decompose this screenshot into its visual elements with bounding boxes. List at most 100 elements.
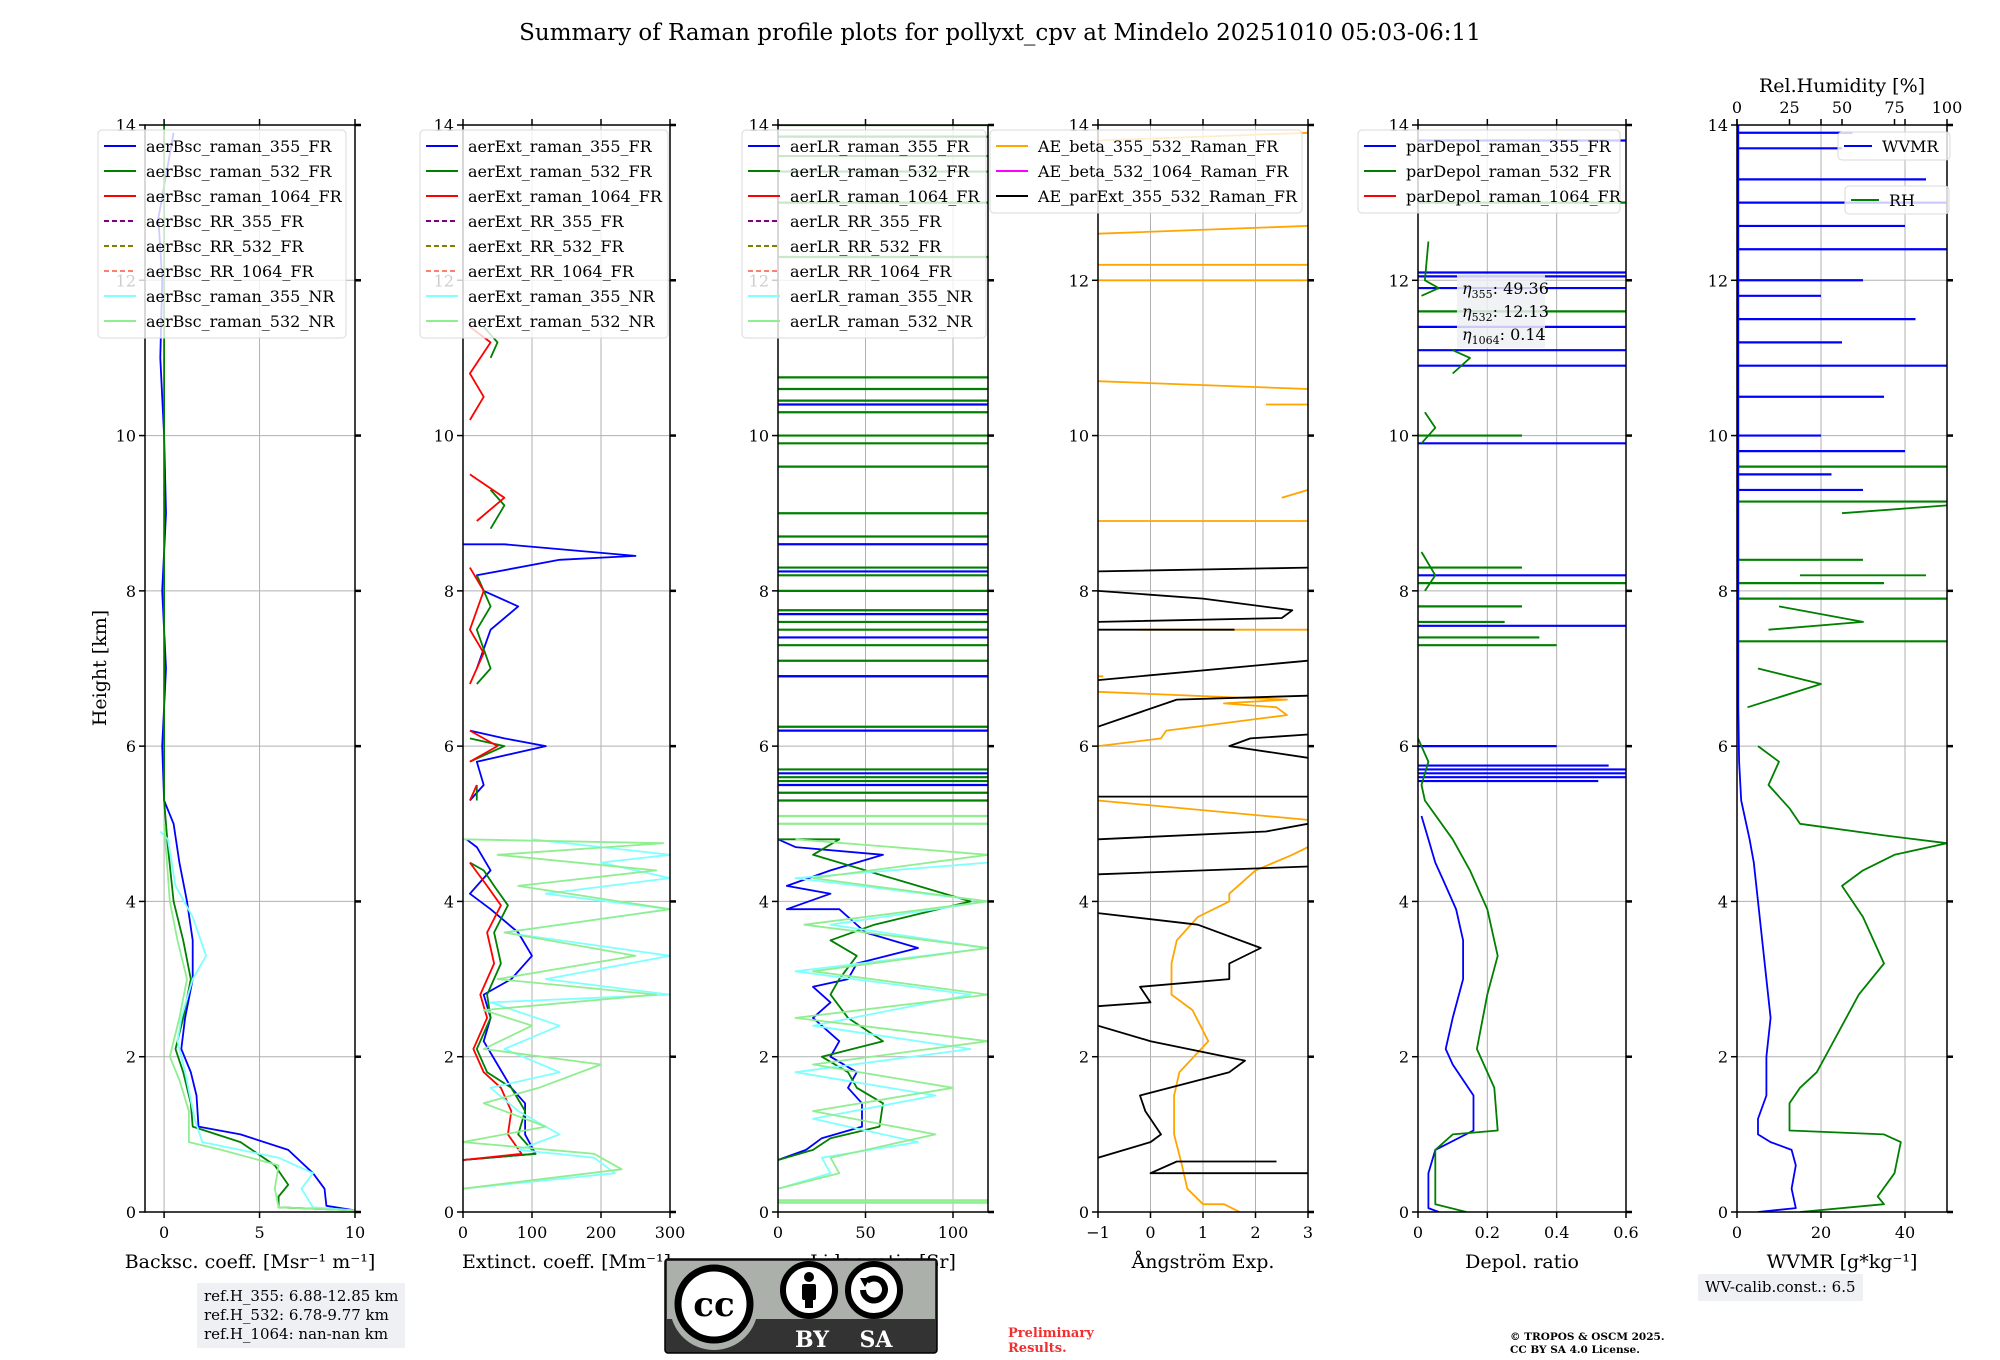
series-aerLR_raman_532_NR	[778, 838, 988, 1190]
axes-frame	[1736, 124, 1948, 1213]
y-tick-label: 8	[444, 582, 454, 601]
legend-box	[97, 129, 347, 339]
x-tick-label: 0	[1732, 1223, 1742, 1242]
legend-entry: aerBsc_raman_355_NR	[146, 287, 335, 306]
legend-entry: aerExt_raman_355_FR	[468, 137, 653, 156]
legend-entry: aerExt_raman_532_FR	[468, 162, 653, 181]
copyright-line-2: CC BY SA 4.0 License.	[1510, 1344, 1640, 1356]
x-tick-label: 3	[1303, 1223, 1313, 1242]
x-tick-label: 0.2	[1475, 1223, 1500, 1242]
y-tick-label: 2	[444, 1048, 454, 1067]
legend-entry: aerBsc_raman_532_FR	[146, 162, 332, 181]
x-axis-label: WVMR [g*kg⁻¹]	[1767, 1251, 1918, 1273]
y-tick-label: 4	[1079, 892, 1089, 911]
series-aerBsc_raman_532_NR	[163, 823, 355, 1212]
series-RH	[1747, 504, 1947, 1212]
preliminary-line-2: Results.	[1008, 1341, 1067, 1356]
x-tick-label: 100	[517, 1223, 548, 1242]
y-tick-label: 0	[1718, 1203, 1728, 1222]
legend-box	[1837, 131, 1951, 161]
plot-area	[1737, 125, 1947, 1212]
reference-height-box: ref.H_355: 6.88-12.85 km ref.H_532: 6.78…	[197, 1283, 406, 1348]
legend-entry: WVMR	[1882, 137, 1939, 156]
x-tick-label: 0.6	[1613, 1223, 1638, 1242]
x-tick-label: 0	[1145, 1223, 1155, 1242]
axes-frame	[1417, 124, 1627, 1213]
legend-entry: aerExt_RR_532_FR	[468, 237, 625, 256]
legend-entry: aerLR_RR_1064_FR	[790, 262, 952, 281]
x-tick-label: 50	[855, 1223, 875, 1242]
legend-entry: aerLR_raman_355_NR	[790, 287, 973, 306]
legend-entry: aerBsc_raman_1064_FR	[146, 187, 343, 206]
ref-height-532: ref.H_532: 6.78-9.77 km	[204, 1306, 389, 1324]
series-aerBsc_raman_355_NR	[159, 830, 355, 1212]
x-axis-label: Depol. ratio	[1465, 1251, 1579, 1273]
x-top-tick-label: 50	[1832, 98, 1852, 117]
legend: aerBsc_raman_355_FR aerBsc_raman_532_FRae…	[97, 129, 347, 339]
x-tick-label: 10	[345, 1223, 365, 1242]
legend-entry: aerLR_RR_355_FR	[790, 212, 942, 231]
x-tick-label: −1	[1086, 1223, 1110, 1242]
y-tick-label: 10	[116, 427, 136, 446]
legend-entry: aerLR_raman_532_FR	[790, 162, 970, 181]
y-tick-label: 2	[759, 1048, 769, 1067]
figure-title: Summary of Raman profile plots for polly…	[519, 20, 1481, 46]
plot-area	[1098, 131, 1308, 1212]
series-aerBsc_raman_532_FR	[163, 125, 355, 1212]
y-tick-label: 0	[126, 1203, 136, 1222]
y-tick-label: 12	[1389, 271, 1409, 290]
axes-frame	[462, 124, 671, 1213]
legend-entry: aerLR_RR_532_FR	[790, 237, 942, 256]
legend-box	[1357, 129, 1621, 214]
y-tick-label: 8	[1079, 582, 1089, 601]
series-aerExt_raman_355_NR	[463, 838, 670, 1190]
series-aerExt_raman_532_NR	[463, 838, 670, 1190]
legend-entry: RH	[1889, 191, 1915, 210]
annotation-line: η532: 12.13	[1462, 302, 1549, 324]
ref-height-355: ref.H_355: 6.88-12.85 km	[204, 1287, 399, 1305]
series-WVMR	[1737, 125, 1797, 1212]
legend: AE_beta_355_532_Raman_FR AE_beta_532_1064…	[989, 129, 1303, 214]
series-parDepol_raman_355_FR	[1420, 815, 1475, 1212]
legend-entry: aerExt_raman_1064_FR	[468, 187, 663, 206]
legend-entry: AE_beta_532_1064_Raman_FR	[1037, 162, 1289, 181]
plot-area	[463, 326, 670, 1190]
y-tick-label: 10	[1389, 427, 1409, 446]
x-tick-label: 0	[773, 1223, 783, 1242]
legend-entry: aerBsc_RR_532_FR	[146, 237, 304, 256]
x-tick-label: 200	[586, 1223, 617, 1242]
y-tick-label: 0	[444, 1203, 454, 1222]
series-AE_parExt_355_532_Raman_FR	[1098, 566, 1308, 1175]
series-aerLR_raman_355_NR	[778, 861, 988, 1190]
x-tick-label: 300	[655, 1223, 686, 1242]
legend-entry: aerLR_raman_532_NR	[790, 312, 973, 331]
cc-icon	[674, 1264, 754, 1344]
annotation-box	[1457, 274, 1545, 348]
legend: parDepol_raman_355_FR parDepol_raman_532_…	[1357, 129, 1622, 214]
y-tick-label: 6	[126, 737, 136, 756]
y-tick-label: 0	[1079, 1203, 1089, 1222]
legend-box	[989, 129, 1303, 214]
copyright-line-1: © TROPOS & OSCM 2025.	[1510, 1331, 1665, 1343]
legend-entry: parDepol_raman_532_FR	[1406, 162, 1612, 181]
legend-entry: aerExt_raman_355_NR	[468, 287, 656, 306]
x-top-tick-label: 0	[1732, 98, 1742, 117]
x-top-tick-label: 25	[1779, 98, 1799, 117]
legend-entry: aerExt_RR_1064_FR	[468, 262, 635, 281]
x-top-axis-label: Rel.Humidity [%]	[1759, 75, 1925, 97]
y-tick-label: 6	[1399, 737, 1409, 756]
legend: WVMR RH	[1837, 131, 1951, 215]
x-axis-label: Backsc. coeff. [Msr⁻¹ m⁻¹]	[125, 1251, 376, 1273]
panel-backscatter: 051002468101214Backsc. coeff. [Msr⁻¹ m⁻¹…	[97, 116, 376, 1273]
series-aerExt_raman_1064_FR	[463, 326, 523, 1161]
y-tick-label: 6	[1079, 737, 1089, 756]
y-axis-label: Height [km]	[89, 610, 111, 726]
y-tick-label: 8	[1718, 582, 1728, 601]
sa-label: SA	[860, 1327, 894, 1353]
y-tick-label: 8	[759, 582, 769, 601]
y-tick-label: 10	[1708, 427, 1728, 446]
y-tick-label: 10	[749, 427, 769, 446]
